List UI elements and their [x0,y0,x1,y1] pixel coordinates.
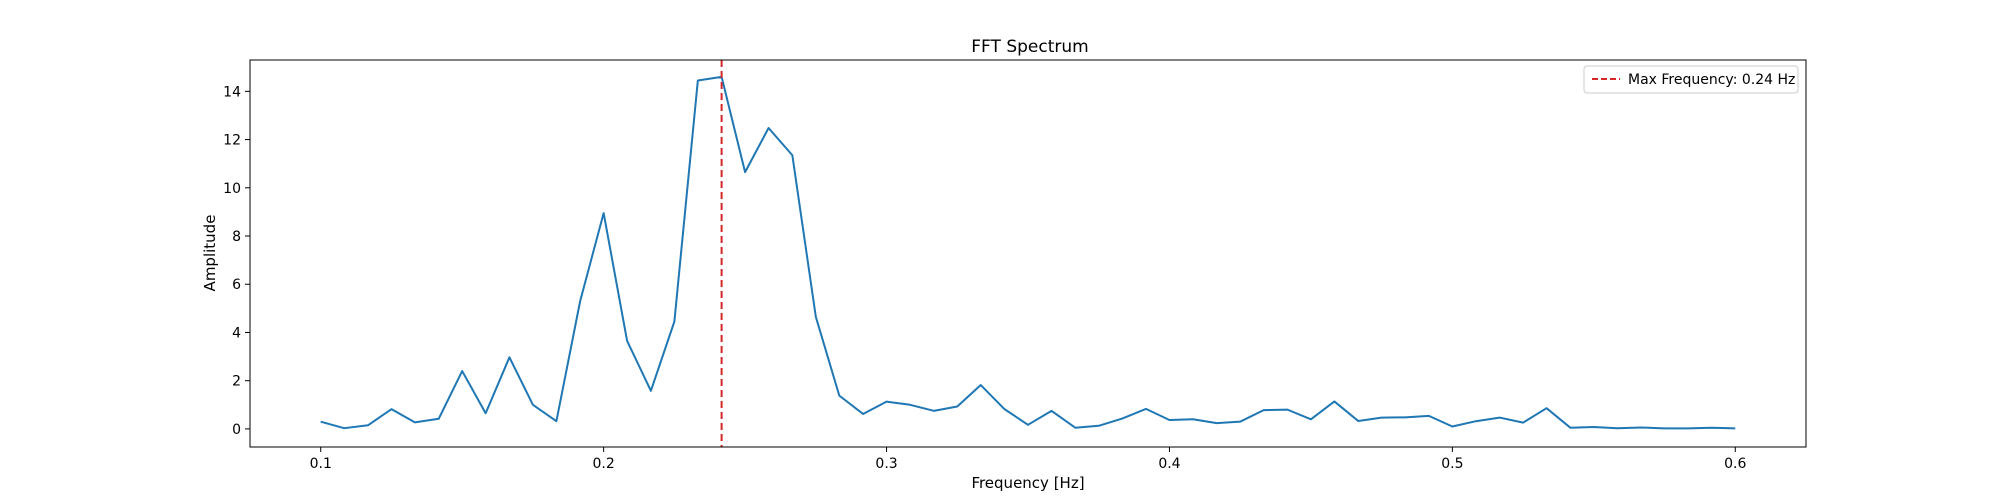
x-tick-label: 0.1 [310,456,332,472]
y-tick-label: 4 [232,325,241,341]
y-tick-label: 10 [223,181,241,197]
x-tick-label: 0.4 [1158,456,1180,472]
legend-label-max-frequency: Max Frequency: 0.24 Hz [1628,72,1795,88]
plot-area [320,60,1736,447]
x-tick-label: 0.6 [1724,456,1746,472]
y-tick-label: 0 [232,422,241,438]
chart-title: FFT Spectrum [971,37,1088,57]
x-tick-label: 0.2 [593,456,615,472]
axes-frame [249,59,1807,448]
y-tick-label: 14 [223,84,241,100]
legend-box [1583,65,1799,94]
x-tick-label: 0.3 [875,456,897,472]
y-tick-label: 2 [232,374,241,390]
y-tick-label: 6 [232,277,241,293]
legend: Max Frequency: 0.24 Hz [1583,65,1799,94]
x-axis-label: Frequency [Hz] [971,474,1084,492]
y-tick-label: 12 [223,133,241,149]
x-tick-label: 0.5 [1441,456,1463,472]
y-axis: 0 2 4 6 8 10 12 14 [223,84,250,438]
series-line-amplitude [320,75,1736,430]
x-axis: 0.1 0.2 0.3 0.4 0.5 0.6 [310,447,1746,472]
y-tick-label: 8 [232,229,241,245]
y-axis-label: Amplitude [201,215,219,292]
